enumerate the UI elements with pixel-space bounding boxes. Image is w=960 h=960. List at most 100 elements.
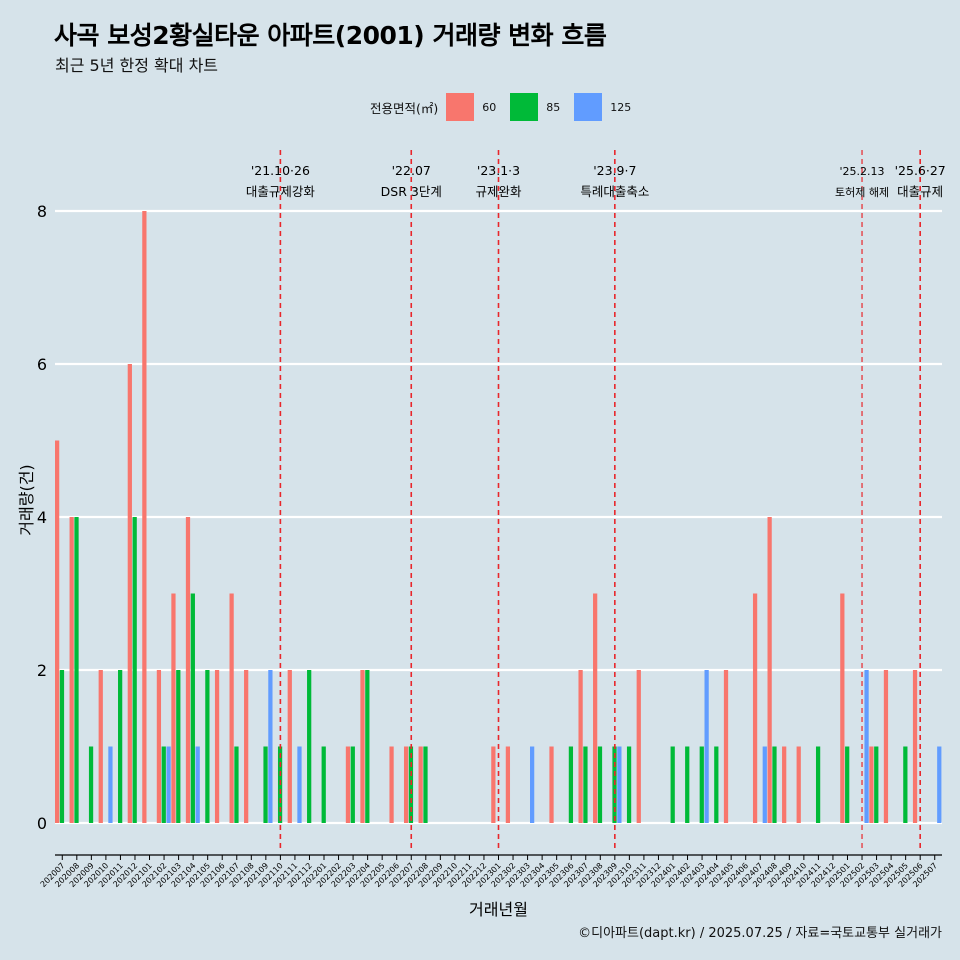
- bar-85-202501: [845, 746, 850, 823]
- bar-60-202103: [171, 593, 176, 823]
- bar-125-202309: [617, 746, 622, 823]
- bar-60-202407: [752, 593, 758, 823]
- legend-title: 전용면적(㎡): [370, 100, 439, 116]
- bar-60-202012: [127, 364, 132, 823]
- bar-60-202102: [156, 670, 162, 823]
- event-label-202110: 대출규제강화: [246, 184, 316, 199]
- bar-85-202408: [772, 746, 777, 823]
- bar-85-202403: [699, 746, 704, 823]
- event-label-202506: 대출규제: [897, 184, 943, 199]
- bar-60-202208: [418, 746, 423, 823]
- bar-85-202109: [263, 746, 268, 823]
- legend-label-125: 125: [610, 100, 632, 114]
- bar-60-202106: [214, 670, 220, 823]
- bar-85-202011: [118, 670, 123, 823]
- legend-label-60: 60: [482, 100, 497, 114]
- bar-60-202301: [491, 746, 496, 823]
- event-date-202301: '23.1·3: [477, 163, 520, 178]
- bar-125-202010: [108, 746, 113, 823]
- bar-60-202405: [723, 670, 729, 823]
- event-date-202110: '21.10·26: [251, 163, 310, 178]
- bar-60-202007: [55, 440, 60, 823]
- event-date-202502: '25.2.13: [840, 165, 885, 178]
- bar-85-202009: [88, 746, 94, 823]
- bar-85-202401: [670, 746, 675, 823]
- bar-85-202008: [74, 517, 79, 823]
- event-date-202207: '22.07: [392, 163, 431, 178]
- bar-85-202503: [874, 746, 879, 823]
- bar-125-202109: [268, 670, 273, 823]
- bar-125-202104: [195, 746, 200, 823]
- bar-60-202311: [636, 670, 641, 823]
- bar-125-202502: [864, 670, 869, 823]
- bar-85-202107: [234, 746, 239, 823]
- bar-85-202105: [205, 670, 210, 823]
- legend-label-85: 85: [546, 100, 561, 114]
- bar-85-202208: [423, 746, 428, 823]
- event-date-202309: '23.9·7: [593, 163, 636, 178]
- bar-85-202307: [583, 746, 588, 823]
- legend-key-85: [510, 93, 539, 121]
- event-date-202506: '25.6·27: [895, 163, 946, 178]
- legend-key-60: [446, 93, 475, 121]
- legend: 전용면적(㎡) 60 85 125: [370, 93, 645, 121]
- bar-60-202409: [782, 746, 787, 823]
- bar-125-202102: [166, 746, 171, 823]
- bar-85-202007: [59, 670, 65, 823]
- bar-60-202008: [69, 517, 74, 823]
- bar-85-202306: [568, 746, 574, 823]
- bar-85-202112: [307, 670, 312, 823]
- bar-85-202308: [597, 746, 603, 823]
- legend-item-125: 125: [574, 93, 639, 121]
- bar-60-202506: [912, 670, 918, 823]
- bar-60-202010: [98, 670, 103, 823]
- bar-60-202307: [578, 670, 583, 823]
- bar-60-202503: [869, 746, 874, 823]
- bar-85-202102: [161, 746, 166, 823]
- bar-85-202201: [321, 746, 326, 823]
- bar-60-202104: [185, 517, 191, 823]
- bar-125-202303: [530, 746, 535, 823]
- bar-60-202107: [229, 593, 234, 823]
- bar-60-202111: [287, 670, 292, 823]
- bar-60-202206: [389, 746, 394, 823]
- bar-60-202504: [883, 670, 889, 823]
- bar-85-202203: [350, 746, 355, 823]
- bar-60-202501: [840, 593, 845, 823]
- legend-key-125: [574, 93, 603, 121]
- bar-85-202104: [190, 593, 195, 823]
- chart-title: 사곡 보성2황실타운 아파트(2001) 거래량 변화 흐름: [54, 21, 607, 50]
- bar-125-202407: [762, 746, 767, 823]
- bar-60-202108: [244, 670, 249, 823]
- bar-85-202411: [815, 746, 821, 823]
- x-axis-title: 거래년월: [469, 900, 528, 919]
- bar-60-202410: [796, 746, 801, 823]
- event-label-202207: DSR 3단계: [381, 184, 442, 199]
- y-tick-label: 8: [37, 202, 47, 221]
- y-tick-label: 0: [37, 814, 47, 833]
- legend-item-85: 85: [510, 93, 568, 121]
- y-tick-label: 6: [37, 355, 47, 374]
- event-label-202301: 규제완화: [475, 184, 522, 199]
- y-tick-label: 2: [37, 661, 47, 680]
- source-caption: ©디아파트(dapt.kr) / 2025.07.25 / 자료=국토교통부 실…: [578, 926, 942, 941]
- y-axis-title: 거래량(건): [17, 464, 36, 535]
- bar-85-202204: [365, 670, 370, 823]
- bar-85-202310: [626, 746, 632, 823]
- bar-60-202203: [345, 746, 351, 823]
- bar-85-202505: [903, 746, 908, 823]
- bar-85-202012: [132, 517, 137, 823]
- event-label-202502: 토허제 해제: [835, 185, 889, 199]
- bar-60-202305: [549, 746, 554, 823]
- bar-60-202101: [142, 211, 147, 823]
- y-tick-label: 4: [37, 508, 47, 527]
- chart-subtitle: 최근 5년 한정 확대 차트: [55, 56, 219, 75]
- bar-125-202403: [704, 670, 709, 823]
- bar-125-202111: [297, 746, 302, 823]
- bar-60-202204: [360, 670, 365, 823]
- bar-85-202404: [714, 746, 719, 823]
- bar-85-202103: [176, 670, 181, 823]
- bar-85-202402: [685, 746, 690, 823]
